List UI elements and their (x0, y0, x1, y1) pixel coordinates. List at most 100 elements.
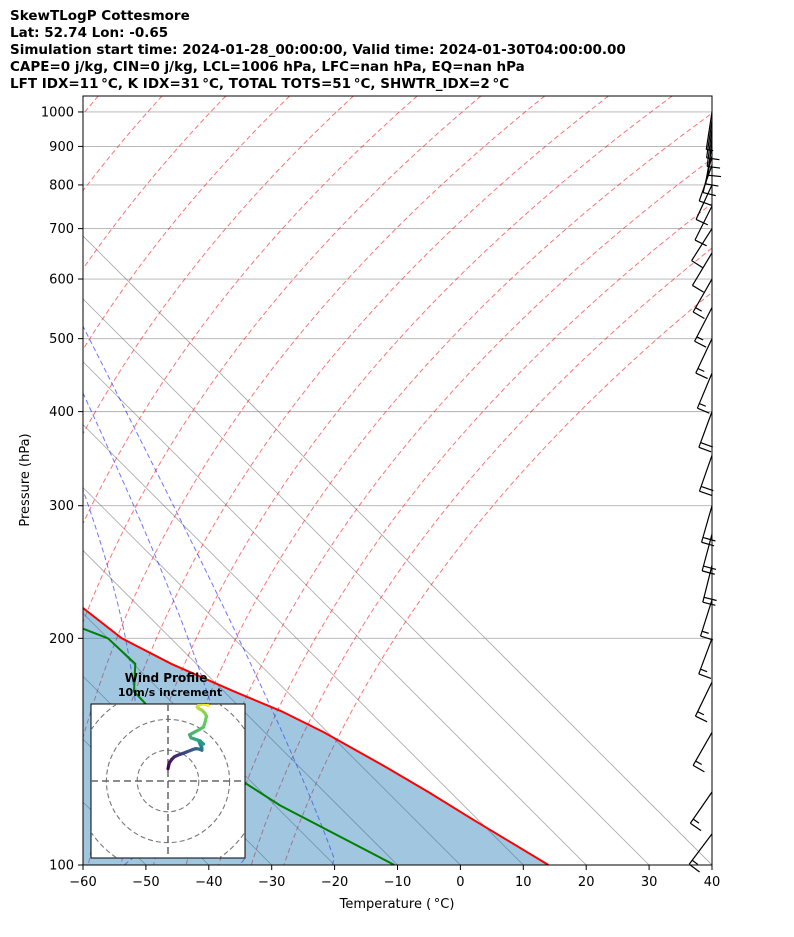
cin-shaded-area (83, 607, 549, 865)
y-tick-label: 400 (49, 405, 74, 420)
wind-barb-flag (688, 863, 700, 873)
wind-barb-staff (691, 252, 713, 286)
convective-parameters: CAPE=0 j/kg, CIN=0 j/kg, LCL=1006 hPa, L… (10, 59, 525, 75)
wind-barb (694, 205, 713, 247)
y-axis-label: Pressure (hPa) (18, 433, 33, 526)
wind-barb-half-flag (697, 711, 705, 716)
wind-barb-flag (701, 570, 715, 575)
wind-barb-half-flag (695, 760, 703, 766)
wind-barb (694, 681, 713, 723)
wind-barb-flag (699, 200, 712, 206)
wind-barb-staff (694, 681, 713, 717)
wind-barb (695, 338, 713, 380)
wind-barb (702, 565, 717, 606)
x-tick-label: 20 (578, 875, 595, 890)
wind-barb-half-flag (697, 367, 705, 373)
wind-barb-flag (698, 446, 712, 453)
wind-barb (698, 411, 713, 453)
dry-adiabat-line (283, 291, 712, 865)
moist-adiabat-line (83, 325, 335, 865)
wind-barb (694, 307, 713, 348)
x-tick-label: −60 (69, 875, 96, 890)
wind-barb (698, 164, 713, 206)
isotherm-line (83, 549, 398, 865)
wind-barb-staff (694, 307, 713, 342)
wind-barb-staff (705, 120, 713, 158)
wind-barb (692, 732, 713, 773)
hodograph-trace-segment (204, 704, 210, 708)
wind-barb-flag (702, 191, 716, 197)
wind-barb-staff (700, 505, 713, 543)
dewpoint-line (83, 627, 395, 865)
station-location: Lat: 52.74 Lon: -0.65 (10, 25, 169, 41)
y-tick-label: 1000 (41, 105, 74, 120)
wind-barb (699, 599, 714, 641)
wind-barb-flag (697, 407, 710, 414)
wind-barb-flag (703, 596, 717, 602)
wind-barb-half-flag (695, 307, 703, 312)
hodograph-plot-area (91, 704, 245, 858)
wind-barb (689, 791, 713, 832)
wind-barb (695, 184, 713, 226)
wind-barb-flag (699, 490, 712, 497)
dry-adiabat-line (83, 96, 354, 435)
stability-indices: LFT IDX=11 °C, K IDX=31 °C, TOTAL TOTS=5… (10, 76, 510, 92)
x-tick-label: 0 (456, 875, 464, 890)
wind-barb-staff (696, 372, 713, 409)
wind-barb-staff (705, 111, 713, 150)
dry-adiabat-line (83, 96, 227, 270)
wind-barb-flag (702, 536, 716, 542)
wind-barb-flag (702, 601, 716, 606)
dry-adiabat-line (83, 96, 418, 525)
wind-barb-staff (688, 833, 713, 865)
moist-adiabat-line (83, 391, 246, 865)
y-tick-label: 900 (49, 140, 74, 155)
wind-barb-flag (695, 218, 709, 226)
simulation-times: Simulation start time: 2024-01-28_00:00:… (10, 42, 626, 58)
wind-barb-staff (689, 791, 713, 824)
wind-barb-half-flag (701, 630, 709, 634)
wind-barb-staff (695, 184, 713, 220)
wind-barb-half-flag (692, 818, 700, 824)
wind-barb-flag (694, 340, 707, 348)
y-tick-label: 300 (49, 499, 74, 514)
wind-barb-staff (698, 638, 713, 675)
wind-barb (692, 278, 713, 319)
wind-barb-flag (694, 239, 707, 247)
wind-barb-staff (691, 228, 713, 261)
wind-barb-staff (701, 534, 713, 572)
wind-barb-staff (698, 411, 713, 448)
y-tick-label: 600 (49, 273, 74, 288)
x-tick-label: 30 (641, 875, 658, 890)
wind-barb-flag (708, 174, 722, 178)
chart-title: SkewTLogP Cottesmore (10, 8, 190, 24)
y-tick-label: 500 (49, 332, 74, 347)
x-axis-label: Temperature ( °C) (339, 897, 455, 912)
wind-barb-staff (692, 278, 713, 313)
wind-barb-half-flag (691, 859, 699, 865)
isotherm-line (83, 235, 712, 865)
wind-barb-flag (700, 485, 714, 492)
x-tick-label: 40 (704, 875, 721, 890)
y-tick-label: 100 (49, 859, 74, 874)
axes: −60 −50 −40 −30 −20 −10 0 10 20 30 40 1000 900 800 700… (41, 105, 720, 890)
y-tick-label: 800 (49, 178, 74, 193)
wind-barb-flag (700, 442, 713, 448)
x-tick-label: −40 (195, 875, 222, 890)
wind-barb (691, 228, 713, 269)
wind-barb-flag (695, 715, 708, 723)
isotherm-line (83, 864, 84, 865)
sounding-curves (83, 606, 549, 865)
dry-adiabat-line (218, 202, 712, 865)
wind-barb-staff (692, 732, 713, 766)
wind-barb-flag (692, 284, 704, 293)
wind-barb-flag (698, 673, 712, 680)
y-tick-label: 200 (49, 632, 74, 647)
x-tick-label: 10 (515, 875, 532, 890)
isotherm-line (83, 298, 650, 865)
wind-barb-flag (690, 822, 702, 832)
wind-barb-half-flag (700, 668, 708, 673)
x-tick-label: −50 (132, 875, 159, 890)
